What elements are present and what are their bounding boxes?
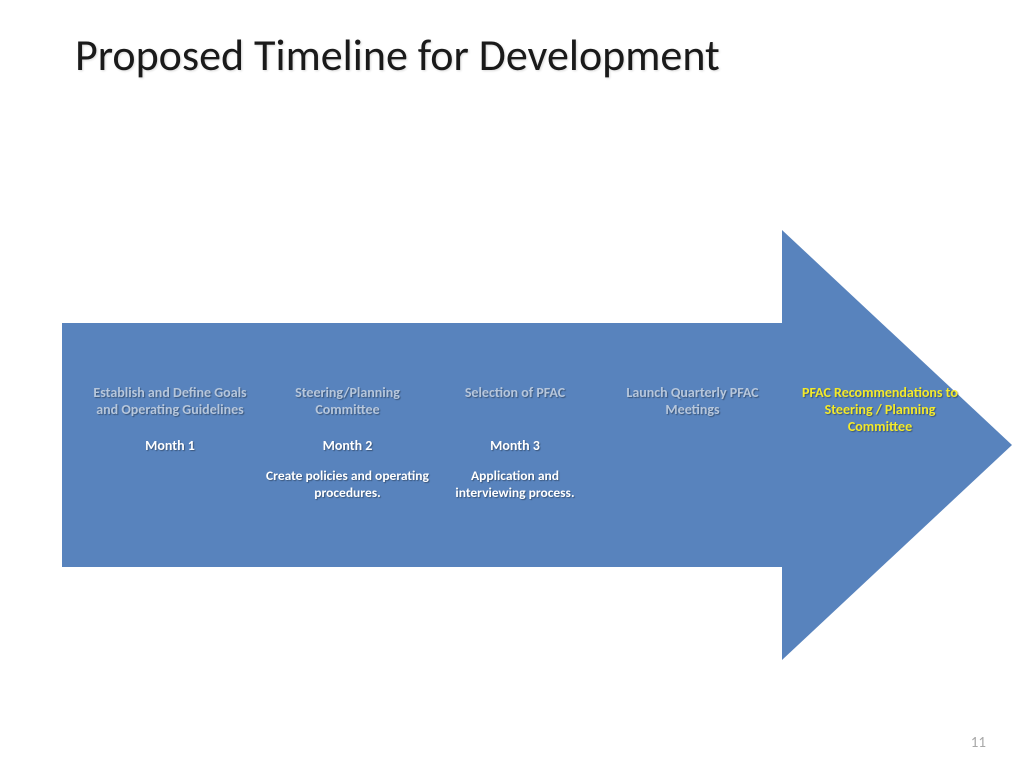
phase-2: Steering/Planning Committee Month 2 Crea… bbox=[260, 385, 435, 502]
timeline-arrow: Establish and Define Goals and Operating… bbox=[62, 230, 1022, 660]
phase-month: Month 1 bbox=[86, 437, 254, 454]
phase-heading: Launch Quarterly PFAC Meetings bbox=[601, 385, 784, 429]
phase-1: Establish and Define Goals and Operating… bbox=[80, 385, 260, 502]
phase-5: PFAC Recommendations to Steering / Plann… bbox=[790, 385, 970, 502]
phase-month: Month 3 bbox=[441, 437, 589, 454]
phase-heading: Steering/Planning Committee bbox=[266, 385, 429, 429]
phases-row: Establish and Define Goals and Operating… bbox=[80, 385, 990, 502]
phase-heading: Selection of PFAC bbox=[441, 385, 589, 429]
phase-heading: PFAC Recommendations to Steering / Plann… bbox=[796, 385, 964, 435]
phase-desc: Create policies and operating procedures… bbox=[266, 468, 429, 502]
phase-heading: Establish and Define Goals and Operating… bbox=[86, 385, 254, 429]
phase-month: Month 2 bbox=[266, 437, 429, 454]
slide-title: Proposed Timeline for Development bbox=[75, 30, 720, 81]
phase-4: Launch Quarterly PFAC Meetings bbox=[595, 385, 790, 502]
phase-desc: Application and interviewing process. bbox=[441, 468, 589, 502]
page-number: 11 bbox=[971, 734, 986, 752]
phase-3: Selection of PFAC Month 3 Application an… bbox=[435, 385, 595, 502]
